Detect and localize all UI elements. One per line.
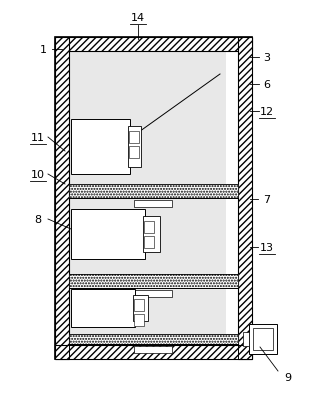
Text: 14: 14: [131, 13, 145, 23]
Bar: [144, 237, 154, 248]
Bar: [69, 52, 226, 359]
Text: 6: 6: [264, 80, 270, 90]
Bar: [69, 274, 238, 288]
Bar: [134, 346, 172, 353]
Bar: [134, 314, 144, 326]
Bar: [69, 185, 238, 198]
Bar: [134, 200, 172, 207]
Bar: [69, 185, 238, 198]
Bar: [55, 38, 69, 359]
Bar: [69, 334, 238, 344]
Bar: [243, 332, 249, 346]
Bar: [134, 299, 144, 311]
Text: 11: 11: [31, 133, 45, 143]
Text: 8: 8: [34, 215, 42, 224]
Bar: [55, 38, 252, 359]
Bar: [253, 328, 273, 350]
Bar: [55, 38, 252, 52]
Text: 9: 9: [285, 372, 292, 382]
Bar: [71, 289, 135, 327]
Bar: [128, 127, 141, 168]
Bar: [55, 345, 252, 359]
Text: 3: 3: [264, 53, 270, 63]
Text: 7: 7: [264, 194, 271, 205]
Text: 10: 10: [31, 170, 45, 179]
Bar: [129, 147, 139, 159]
Bar: [144, 222, 154, 233]
Text: 12: 12: [260, 107, 274, 117]
Bar: [129, 132, 139, 144]
Bar: [143, 216, 160, 252]
Bar: [134, 290, 172, 297]
Bar: [71, 120, 130, 175]
Bar: [69, 274, 238, 288]
Text: 1: 1: [40, 45, 46, 55]
Bar: [71, 209, 145, 259]
Bar: [238, 38, 252, 359]
Bar: [249, 324, 277, 354]
Bar: [69, 334, 238, 344]
Text: 13: 13: [260, 243, 274, 252]
Bar: [133, 295, 148, 321]
